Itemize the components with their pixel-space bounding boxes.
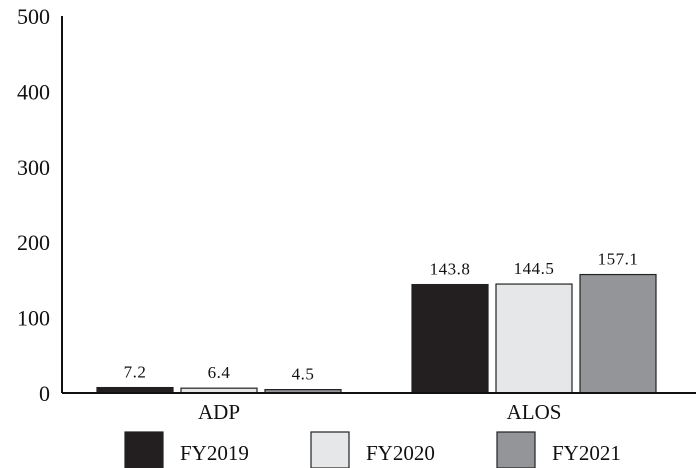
category-label-adp: ADP [198,400,240,424]
y-tick-label-100: 100 [17,306,50,331]
legend-swatch-fy2019 [124,431,164,468]
legend-swatch-fy2020 [310,431,350,468]
data-label-adp-fy2021: 4.5 [292,365,315,384]
data-label-adp-fy2020: 6.4 [208,363,231,382]
y-tick-label-0: 0 [39,381,50,406]
data-labels-group: 7.2 6.4 4.5 143.8 144.5 157.1 [124,250,639,384]
legend-label-fy2021: FY2021 [552,441,621,465]
y-tick-label-300: 300 [17,155,50,180]
legend-label-fy2019: FY2019 [180,441,249,465]
legend-swatch-fy2021 [496,431,536,468]
bar-alos-fy2019 [411,283,489,394]
y-tick-label-400: 400 [17,79,50,104]
bars-group [96,273,657,394]
data-label-alos-fy2020: 144.5 [514,259,555,278]
data-label-alos-fy2021: 157.1 [598,250,639,269]
legend: FY2019 FY2020 FY2021 [124,431,621,468]
x-axis-category-labels: ADP ALOS [198,400,561,424]
y-axis-ticks: 0 100 200 300 400 500 [17,4,50,406]
category-label-alos: ALOS [507,400,562,424]
data-label-alos-fy2019: 143.8 [430,260,471,279]
bar-alos-fy2020 [495,283,573,394]
data-label-adp-fy2019: 7.2 [124,363,147,382]
legend-label-fy2020: FY2020 [366,441,435,465]
y-tick-label-200: 200 [17,230,50,255]
y-tick-label-500: 500 [17,4,50,29]
bar-alos-fy2021 [579,273,657,394]
